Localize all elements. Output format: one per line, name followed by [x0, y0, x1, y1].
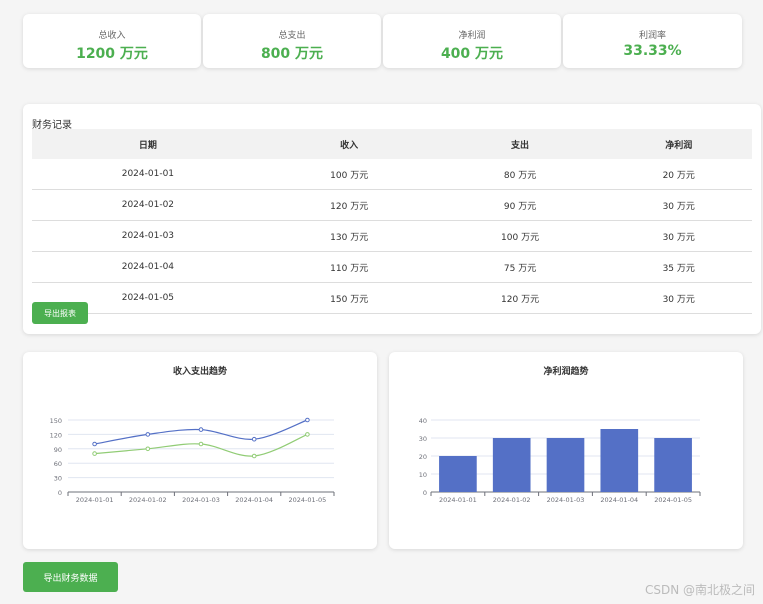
cell-income: 100 万元: [263, 159, 435, 190]
cell-net-profit: 30 万元: [605, 189, 752, 221]
stat-value: 33.33%: [623, 43, 682, 59]
export-report-button[interactable]: 导出报表: [32, 302, 88, 324]
x-tick-label: 2024-01-03: [182, 496, 220, 504]
export-financial-data-button[interactable]: 导出财务数据: [23, 562, 118, 592]
cell-expense: 80 万元: [434, 159, 606, 190]
bar: [654, 438, 692, 492]
stat-card-total-income: 总收入 1200 万元: [23, 14, 201, 68]
financial-records-card: 财务记录 日期 收入 支出 净利润 2024-01-01 100 万元 80 万…: [23, 104, 761, 334]
table-header-row: 日期 收入 支出 净利润: [32, 129, 752, 159]
y-tick-label: 30: [54, 475, 62, 483]
stat-label: 净利润: [458, 31, 486, 41]
data-point: [92, 441, 97, 447]
y-tick-label: 40: [419, 417, 427, 425]
table-row: 2024-01-03 130 万元 100 万元 30 万元: [32, 220, 752, 252]
cell-net-profit: 30 万元: [605, 282, 752, 314]
cell-date: 2024-01-03: [32, 220, 264, 252]
column-header-expense: 支出: [434, 129, 606, 159]
x-tick-label: 2024-01-02: [493, 496, 531, 504]
cell-income: 150 万元: [263, 282, 435, 314]
cell-date: 2024-01-04: [32, 251, 264, 283]
y-tick-label: 0: [58, 489, 62, 497]
data-point: [92, 451, 97, 456]
table-row: 2024-01-01 100 万元 80 万元 20 万元: [32, 159, 752, 190]
x-tick-label: 2024-01-05: [654, 496, 692, 504]
line-chart-title: 收入支出趋势: [172, 367, 227, 377]
data-point: [251, 436, 257, 442]
data-point: [198, 427, 204, 432]
y-tick-label: 60: [54, 460, 62, 468]
stat-label: 总支出: [278, 31, 306, 41]
stat-label: 总收入: [98, 31, 126, 41]
y-tick-label: 0: [423, 489, 427, 497]
bar-chart-title: 净利润趋势: [543, 367, 589, 377]
y-tick-label: 30: [419, 435, 427, 443]
table-row: 2024-01-05 150 万元 120 万元 30 万元: [32, 282, 752, 314]
cell-income: 130 万元: [263, 220, 435, 252]
bar: [439, 456, 477, 492]
net-profit-bar-chart: 0 10 20 30 40 2024-01-01 2024-01-02 2024-01-03 2…: [419, 417, 701, 504]
data-point: [145, 446, 151, 452]
stat-card-profit-margin: 利润率 33.33%: [563, 14, 742, 68]
income-expense-line-chart: 0 30 60 90 120 150 2024-01-01 2024-01-02 2024-01…: [50, 417, 335, 504]
cell-income: 120 万元: [263, 189, 435, 221]
data-point: [305, 432, 310, 437]
bar: [600, 429, 639, 492]
watermark: CSDN @南北极之间: [644, 583, 755, 597]
cell-income: 110 万元: [263, 251, 435, 283]
x-tick-label: 2024-01-03: [547, 496, 585, 504]
x-tick-label: 2024-01-04: [235, 496, 273, 504]
stat-label: 利润率: [638, 31, 666, 41]
y-tick-label: 90: [54, 446, 62, 454]
income-expense-chart-card: 收入支出趋势 0 30 60 90 120 150 2024-01-01 2024-01-02…: [23, 352, 377, 549]
cell-net-profit: 20 万元: [605, 159, 752, 190]
data-point: [305, 417, 310, 423]
bar: [492, 438, 531, 492]
x-tick-label: 2024-01-01: [439, 496, 477, 504]
column-header-net-profit: 净利润: [605, 129, 752, 159]
cell-expense: 90 万元: [434, 189, 606, 221]
x-tick-label: 2024-01-02: [129, 496, 167, 504]
x-tick-label: 2024-01-01: [76, 496, 114, 504]
cell-net-profit: 35 万元: [605, 251, 752, 283]
stat-card-net-profit: 净利润 400 万元: [383, 14, 561, 68]
cell-expense: 100 万元: [434, 220, 606, 252]
data-point: [251, 453, 257, 459]
data-point: [145, 432, 151, 437]
bar: [546, 438, 585, 492]
net-profit-chart-card: 净利润趋势 0 10 20 30 40 2024-01-01 2024-01-02 2024-…: [389, 352, 743, 549]
column-header-date: 日期: [32, 129, 264, 159]
x-tick-label: 2024-01-05: [289, 496, 327, 504]
cell-expense: 75 万元: [434, 251, 606, 283]
y-tick-label: 20: [419, 453, 427, 461]
stat-value: 400 万元: [440, 46, 504, 62]
table-row: 2024-01-04 110 万元 75 万元 35 万元: [32, 251, 752, 283]
records-table: 日期 收入 支出 净利润 2024-01-01 100 万元 80 万元 20 …: [32, 129, 752, 314]
y-tick-label: 120: [50, 431, 62, 439]
y-tick-label: 10: [419, 471, 427, 479]
cell-date: 2024-01-02: [32, 189, 264, 221]
series-line-0: [94, 419, 308, 445]
data-point: [198, 441, 204, 447]
y-tick-label: 150: [50, 417, 62, 425]
records-title: 财务记录: [32, 120, 72, 131]
cell-expense: 120 万元: [434, 282, 606, 314]
x-tick-label: 2024-01-04: [600, 496, 638, 504]
stat-value: 800 万元: [260, 46, 324, 62]
stat-value: 1200 万元: [76, 46, 148, 62]
cell-date: 2024-01-01: [32, 159, 264, 190]
table-row: 2024-01-02 120 万元 90 万元 30 万元: [32, 189, 752, 221]
cell-net-profit: 30 万元: [605, 220, 752, 252]
stat-card-total-expense: 总支出 800 万元: [203, 14, 381, 68]
column-header-income: 收入: [263, 129, 435, 159]
